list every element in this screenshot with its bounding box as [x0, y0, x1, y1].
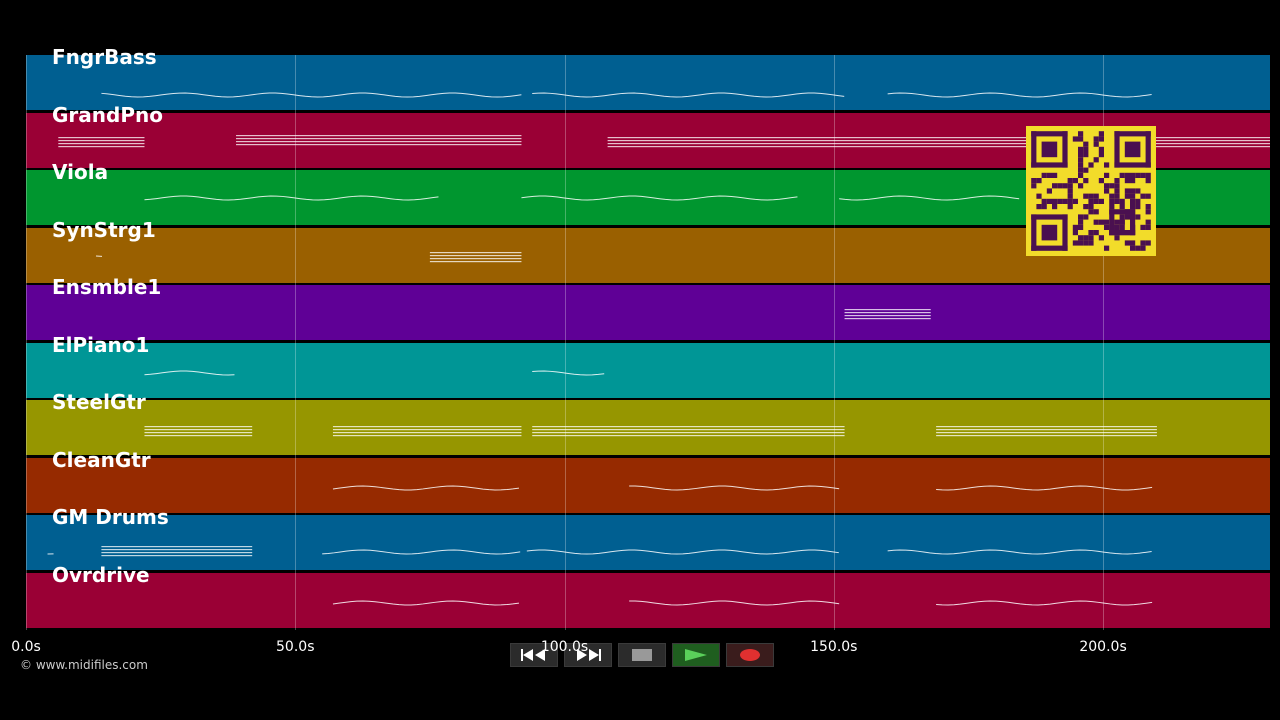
note-cluster [936, 429, 1157, 430]
track-name: SynStrg1 [52, 218, 156, 242]
track-notes [26, 343, 1270, 398]
note-cluster [58, 146, 144, 147]
note-line [527, 550, 839, 554]
time-tick-label: 0.0s [11, 639, 41, 655]
track-name: Viola [52, 160, 108, 184]
note-line [532, 371, 604, 375]
time-gridline [295, 55, 296, 630]
record-icon [739, 648, 761, 662]
note-cluster [608, 140, 1270, 141]
note-line [322, 550, 520, 554]
note-line [888, 93, 1152, 97]
track-name: Ovrdrive [52, 563, 150, 587]
note-cluster [333, 426, 521, 427]
note-cluster [532, 432, 844, 433]
note-cluster [333, 429, 521, 430]
note-line [629, 601, 839, 605]
note-line [936, 601, 1152, 605]
track-notes [26, 285, 1270, 340]
note-cluster [430, 258, 522, 259]
track-name: Ensmble1 [52, 275, 161, 299]
note-cluster [532, 435, 844, 436]
track-lane[interactable]: Ensmble1 [26, 285, 1270, 340]
note-line [888, 550, 1152, 554]
time-gridline [26, 55, 27, 630]
record-button[interactable] [726, 643, 774, 667]
track-name: GrandPno [52, 103, 163, 127]
qr-code [1026, 126, 1156, 256]
note-cluster [101, 552, 252, 553]
track-lane[interactable]: GM Drums [26, 515, 1270, 570]
note-cluster [936, 435, 1157, 436]
track-lane[interactable]: Ovrdrive [26, 573, 1270, 628]
track-notes [26, 400, 1270, 455]
note-line [144, 371, 234, 375]
track-name: ElPiano1 [52, 333, 149, 357]
note-line [333, 601, 519, 605]
copyright-text: © www.midifiles.com [20, 658, 148, 672]
note-cluster [236, 144, 521, 145]
time-tick-label: 200.0s [1079, 639, 1126, 655]
track-lane[interactable]: ElPiano1 [26, 343, 1270, 398]
note-cluster [333, 435, 521, 436]
note-cluster [936, 426, 1157, 427]
note-cluster [58, 140, 144, 141]
note-cluster [101, 549, 252, 550]
note-cluster [236, 141, 521, 142]
track-name: GM Drums [52, 505, 169, 529]
time-gridline [565, 55, 566, 630]
stop-button[interactable] [618, 643, 666, 667]
track-name: CleanGtr [52, 448, 151, 472]
note-line [521, 196, 797, 200]
note-cluster [58, 143, 144, 144]
qr-code-graphic [1026, 126, 1156, 256]
note-cluster [936, 432, 1157, 433]
play-icon [683, 648, 709, 662]
note-cluster [430, 255, 522, 256]
stop-icon [632, 649, 652, 661]
track-lane[interactable]: SteelGtr [26, 400, 1270, 455]
track-name: SteelGtr [52, 390, 146, 414]
note-line [839, 196, 1019, 200]
note-cluster [845, 309, 931, 310]
track-notes [26, 515, 1270, 570]
note-cluster [333, 432, 521, 433]
track-lane[interactable]: CleanGtr [26, 458, 1270, 513]
note-cluster [608, 146, 1270, 147]
track-notes [26, 458, 1270, 513]
note-cluster [144, 435, 252, 436]
note-line [532, 93, 844, 97]
note-cluster [532, 426, 844, 427]
note-cluster [144, 432, 252, 433]
track-lane[interactable]: FngrBass [26, 55, 1270, 110]
note-cluster [845, 318, 931, 319]
note-line [101, 93, 521, 97]
note-line [629, 486, 839, 490]
note-cluster [845, 315, 931, 316]
note-cluster [608, 143, 1270, 144]
track-name: FngrBass [52, 45, 157, 69]
note-cluster [58, 137, 144, 138]
note-line [333, 486, 519, 490]
note-cluster [144, 429, 252, 430]
track-notes [26, 573, 1270, 628]
note-cluster [532, 429, 844, 430]
note-cluster [608, 137, 1270, 138]
note-cluster [144, 426, 252, 427]
note-cluster [236, 135, 521, 136]
time-tick-label: 100.0s [541, 639, 588, 655]
time-tick-label: 50.0s [276, 639, 314, 655]
note-cluster [430, 261, 522, 262]
note-cluster [430, 252, 522, 253]
play-button[interactable] [672, 643, 720, 667]
note-cluster [845, 312, 931, 313]
track-notes [26, 55, 1270, 110]
note-line [936, 486, 1152, 490]
note-cluster [236, 138, 521, 139]
time-tick-label: 150.0s [810, 639, 857, 655]
time-gridline [834, 55, 835, 630]
note-cluster [101, 555, 252, 556]
note-cluster [101, 546, 252, 547]
note-line [144, 196, 438, 200]
